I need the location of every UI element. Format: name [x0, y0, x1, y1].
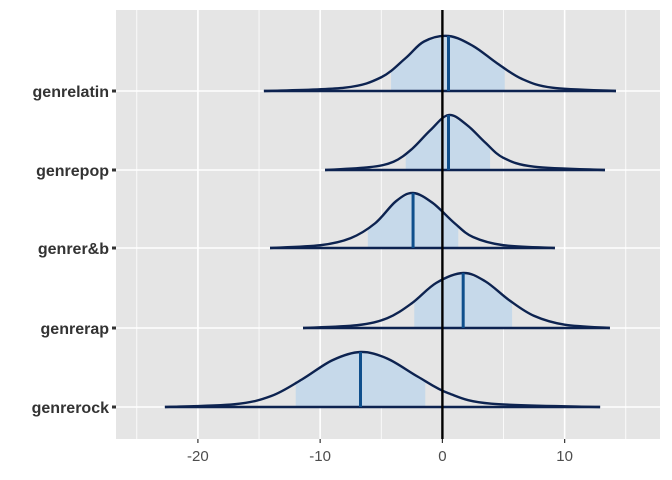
y-tick-label: genrer&b: [38, 241, 109, 258]
y-tick-label: genrepop: [36, 163, 109, 180]
ridge-genrelatin: [263, 34, 617, 93]
x-tick-label: 10: [556, 448, 573, 465]
y-tick-label: genrerap: [41, 321, 110, 338]
density-ridges: [164, 34, 617, 409]
ridge-genrer&b: [269, 191, 555, 250]
y-tick-label: genrelatin: [33, 84, 109, 101]
y-tick-label: genrerock: [32, 400, 109, 417]
axes: -20 -10 0 10 genrelatin genrepop genrer&b genre…: [32, 84, 573, 465]
ridge-genrerap: [302, 271, 610, 330]
x-tick-label: -10: [309, 448, 331, 465]
density-outline: [164, 350, 601, 409]
ridge-genrepop: [324, 113, 606, 172]
density-outline: [324, 113, 606, 172]
x-tick-label: 0: [438, 448, 446, 465]
x-tick-label: -20: [187, 448, 209, 465]
ridge-genrerock: [164, 350, 601, 409]
density-outline: [263, 34, 617, 93]
